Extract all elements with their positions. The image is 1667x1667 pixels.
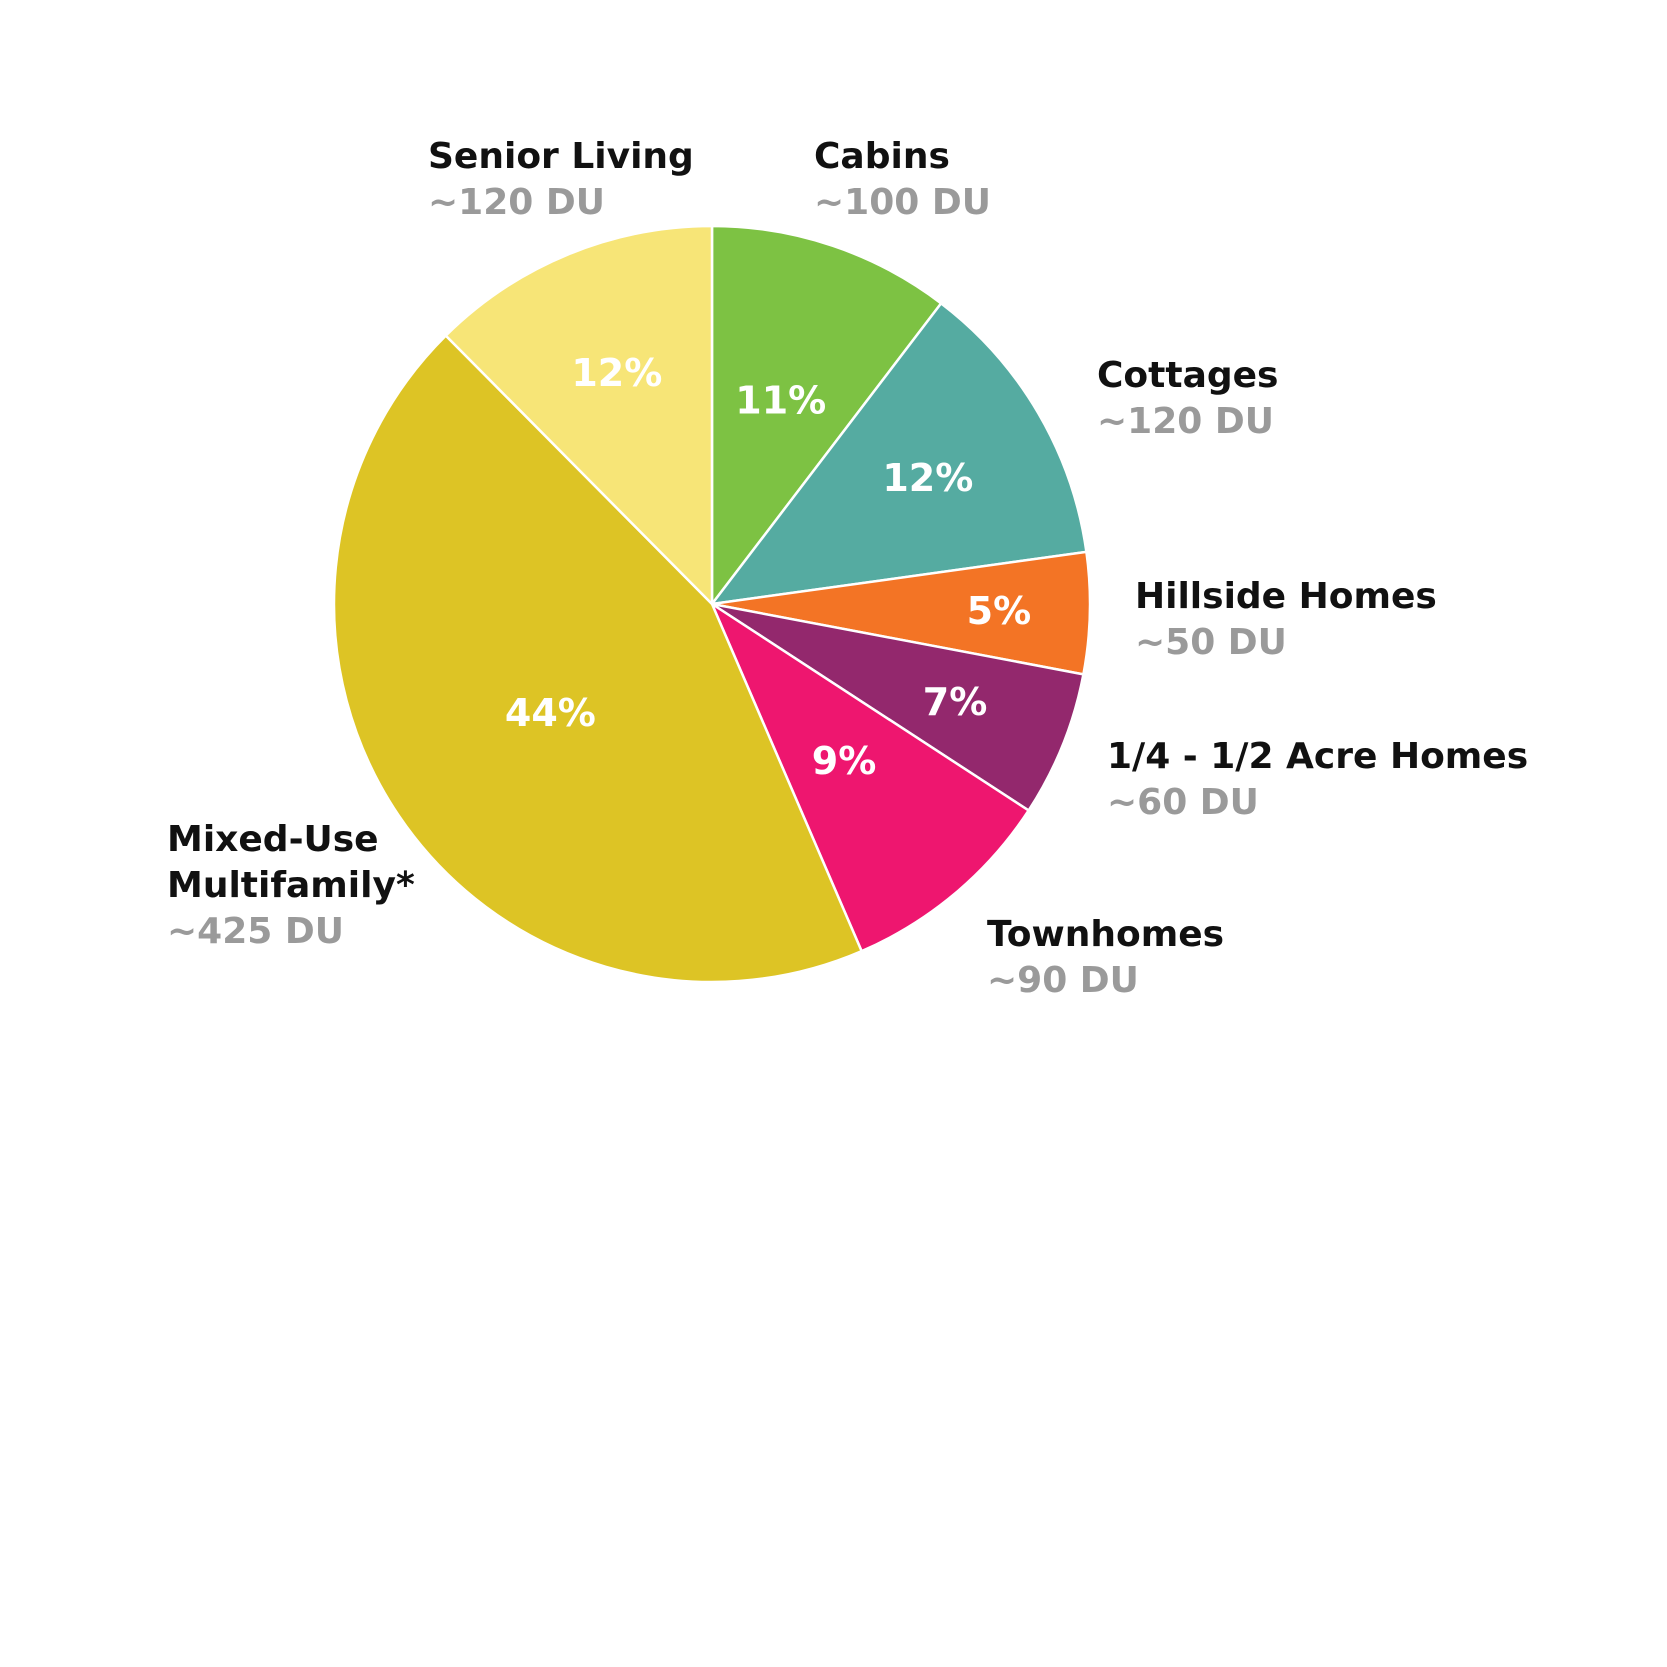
category-label-cabins: Cabins ~100 DU bbox=[814, 136, 991, 223]
percent-label-mixed-use-multifamily: 44% bbox=[505, 691, 596, 735]
category-name-line: Hillside Homes bbox=[1135, 576, 1437, 617]
category-units: ~425 DU bbox=[167, 911, 344, 952]
percent-labels: 11% 12% 5% 7% 9% 44% 12% bbox=[505, 351, 1031, 783]
category-name-line: Multifamily* bbox=[167, 865, 415, 906]
category-name-line: Townhomes bbox=[987, 914, 1224, 955]
category-label-townhomes: Townhomes ~90 DU bbox=[987, 914, 1224, 1001]
category-labels: Cabins ~100 DU Cottages ~120 DU Hillside Hom… bbox=[167, 136, 1528, 1001]
percent-label-cottages: 12% bbox=[882, 456, 973, 500]
pie-slice-mixed-use-multifamily bbox=[332, 333, 864, 984]
category-units: ~50 DU bbox=[1135, 622, 1287, 663]
category-label-cottages: Cottages ~120 DU bbox=[1097, 355, 1278, 442]
category-name-line: Mixed-Use bbox=[167, 819, 379, 860]
category-name-line: Cottages bbox=[1097, 355, 1278, 396]
percent-label-senior-living: 12% bbox=[571, 351, 662, 395]
category-label-hillside-homes: Hillside Homes ~50 DU bbox=[1135, 576, 1437, 663]
category-label-senior-living: Senior Living ~120 DU bbox=[428, 136, 694, 223]
category-name-line: Cabins bbox=[814, 136, 950, 177]
pie-slice-cottages bbox=[709, 301, 1088, 606]
pie-slices bbox=[332, 224, 1092, 984]
percent-label-1-4-1-2-acre-homes: 7% bbox=[923, 680, 988, 724]
percent-label-cabins: 11% bbox=[735, 378, 826, 422]
percent-label-townhomes: 9% bbox=[812, 739, 877, 783]
category-name-line: 1/4 - 1/2 Acre Homes bbox=[1107, 736, 1528, 777]
category-units: ~120 DU bbox=[428, 182, 605, 223]
category-label-1-4-1-2-acre-homes: 1/4 - 1/2 Acre Homes ~60 DU bbox=[1107, 736, 1528, 823]
pie-slice-townhomes bbox=[709, 600, 1031, 953]
category-name-line: Senior Living bbox=[428, 136, 694, 177]
category-units: ~100 DU bbox=[814, 182, 991, 223]
category-units: ~120 DU bbox=[1097, 401, 1274, 442]
pie-slice-cabins bbox=[710, 224, 943, 608]
pie-slice-1-4-1-2-acre-homes bbox=[711, 602, 1085, 813]
pie-slice-senior-living bbox=[444, 224, 714, 608]
percent-label-hillside-homes: 5% bbox=[967, 589, 1032, 633]
category-units: ~90 DU bbox=[987, 960, 1139, 1001]
category-units: ~60 DU bbox=[1107, 782, 1259, 823]
category-label-mixed-use-multifamily: Mixed-Use Multifamily* ~425 DU bbox=[167, 819, 415, 952]
